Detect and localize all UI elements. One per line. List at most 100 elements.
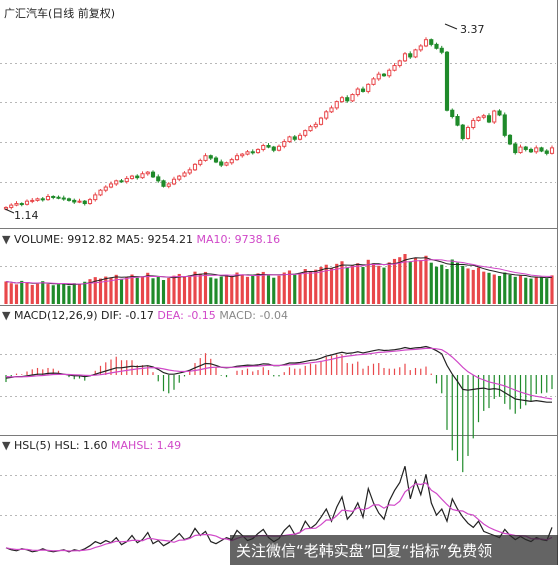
candle: [208, 154, 213, 161]
mahsl-label: MAHSL: [111, 439, 150, 452]
volume-bar: [182, 276, 187, 304]
candle: [444, 51, 450, 112]
candle: [313, 121, 318, 129]
candle: [129, 174, 135, 180]
candle: [402, 51, 408, 63]
candle: [250, 149, 255, 155]
volume-ma10-line: [5, 259, 552, 285]
volume-bar: [324, 264, 328, 304]
candle: [334, 100, 339, 110]
candle: [387, 68, 392, 78]
macd-dea-line: [5, 347, 553, 400]
candle: [471, 118, 476, 130]
candle: [93, 192, 98, 202]
candle: [245, 149, 250, 156]
volume-bar: [266, 275, 271, 304]
macd-macd-value: -0.04: [260, 309, 288, 322]
candle: [192, 163, 198, 171]
candle: [40, 197, 45, 202]
candle: [224, 161, 229, 167]
volume-bar: [413, 257, 418, 304]
volume-bar: [518, 275, 523, 304]
volume-bar: [46, 284, 50, 304]
volume-bar: [256, 273, 260, 304]
volume-bar: [245, 276, 250, 304]
volume-bar: [119, 278, 124, 304]
macd-macd-label: MACD: [219, 309, 252, 322]
candle: [544, 149, 549, 156]
candle: [140, 171, 145, 179]
volume-bar: [56, 284, 61, 304]
candle: [287, 135, 292, 143]
volume-bar: [224, 274, 229, 304]
candle: [103, 185, 108, 193]
volume-bar: [98, 278, 103, 304]
candle: [434, 42, 439, 50]
candle: [24, 199, 30, 206]
volume-bar: [14, 284, 19, 304]
watermark-banner: [230, 535, 558, 565]
candle: [413, 48, 418, 59]
volume-bar: [140, 276, 145, 304]
candle: [135, 174, 140, 180]
candle: [72, 198, 77, 204]
candle: [345, 95, 350, 103]
candle: [114, 179, 119, 186]
candle: [539, 146, 544, 153]
volume-bar: [161, 280, 166, 304]
candle: [308, 124, 313, 132]
volume-bar: [72, 283, 76, 304]
candle: [381, 73, 387, 77]
candle: [171, 176, 177, 186]
volume-bar: [51, 285, 55, 304]
volume-header: ▼ VOLUME: 9912.82 MA5: 9254.21 MA10: 973…: [2, 233, 280, 246]
candle: [360, 86, 366, 93]
volume-bar: [497, 275, 502, 304]
volume-bar: [503, 272, 507, 304]
volume-bar: [371, 263, 376, 304]
volume-bar: [146, 272, 150, 304]
volume-bar: [77, 284, 82, 304]
volume-bar: [41, 281, 45, 304]
volume-bar: [492, 274, 496, 304]
candle: [303, 129, 308, 138]
volume-bar: [382, 267, 386, 304]
volume-bar: [513, 276, 517, 304]
candle: [408, 51, 413, 59]
volume-bar: [450, 259, 454, 304]
candle: [234, 153, 240, 161]
candle: [513, 142, 518, 155]
candle: [429, 38, 434, 47]
candle: [397, 59, 402, 68]
volume-bar: [167, 278, 171, 304]
volume-bar: [109, 277, 113, 304]
volume-bar: [539, 277, 544, 304]
candle: [156, 174, 161, 183]
volume-bar: [314, 269, 318, 304]
candle: [318, 116, 324, 126]
candle: [266, 143, 271, 149]
volume-bar: [125, 277, 129, 304]
volume-bar: [188, 275, 192, 304]
volume-bar: [214, 278, 218, 304]
volume-bar: [151, 278, 155, 304]
volume-bar: [62, 283, 66, 304]
candle: [502, 112, 507, 138]
candle: [271, 145, 276, 153]
volume-bar: [356, 263, 360, 304]
panel-toggle-icon: ▼: [2, 439, 14, 452]
candle: [35, 197, 40, 202]
candle: [486, 113, 492, 124]
candle: [355, 87, 360, 97]
volume-bar: [524, 277, 528, 304]
candle: [45, 194, 51, 201]
volume-bar: [251, 275, 255, 304]
watermark-text: 关注微信“老韩实盘”回复“指标”免费领: [236, 542, 493, 560]
price-panel-title: 广汇汽车(日线 前复权): [4, 6, 115, 20]
candle: [439, 45, 444, 55]
macd-dea-value: -0.15: [187, 309, 215, 322]
volume-bar: [403, 254, 407, 304]
volume-bar: [240, 274, 244, 304]
candle: [324, 110, 329, 121]
volume-bar: [361, 267, 365, 304]
